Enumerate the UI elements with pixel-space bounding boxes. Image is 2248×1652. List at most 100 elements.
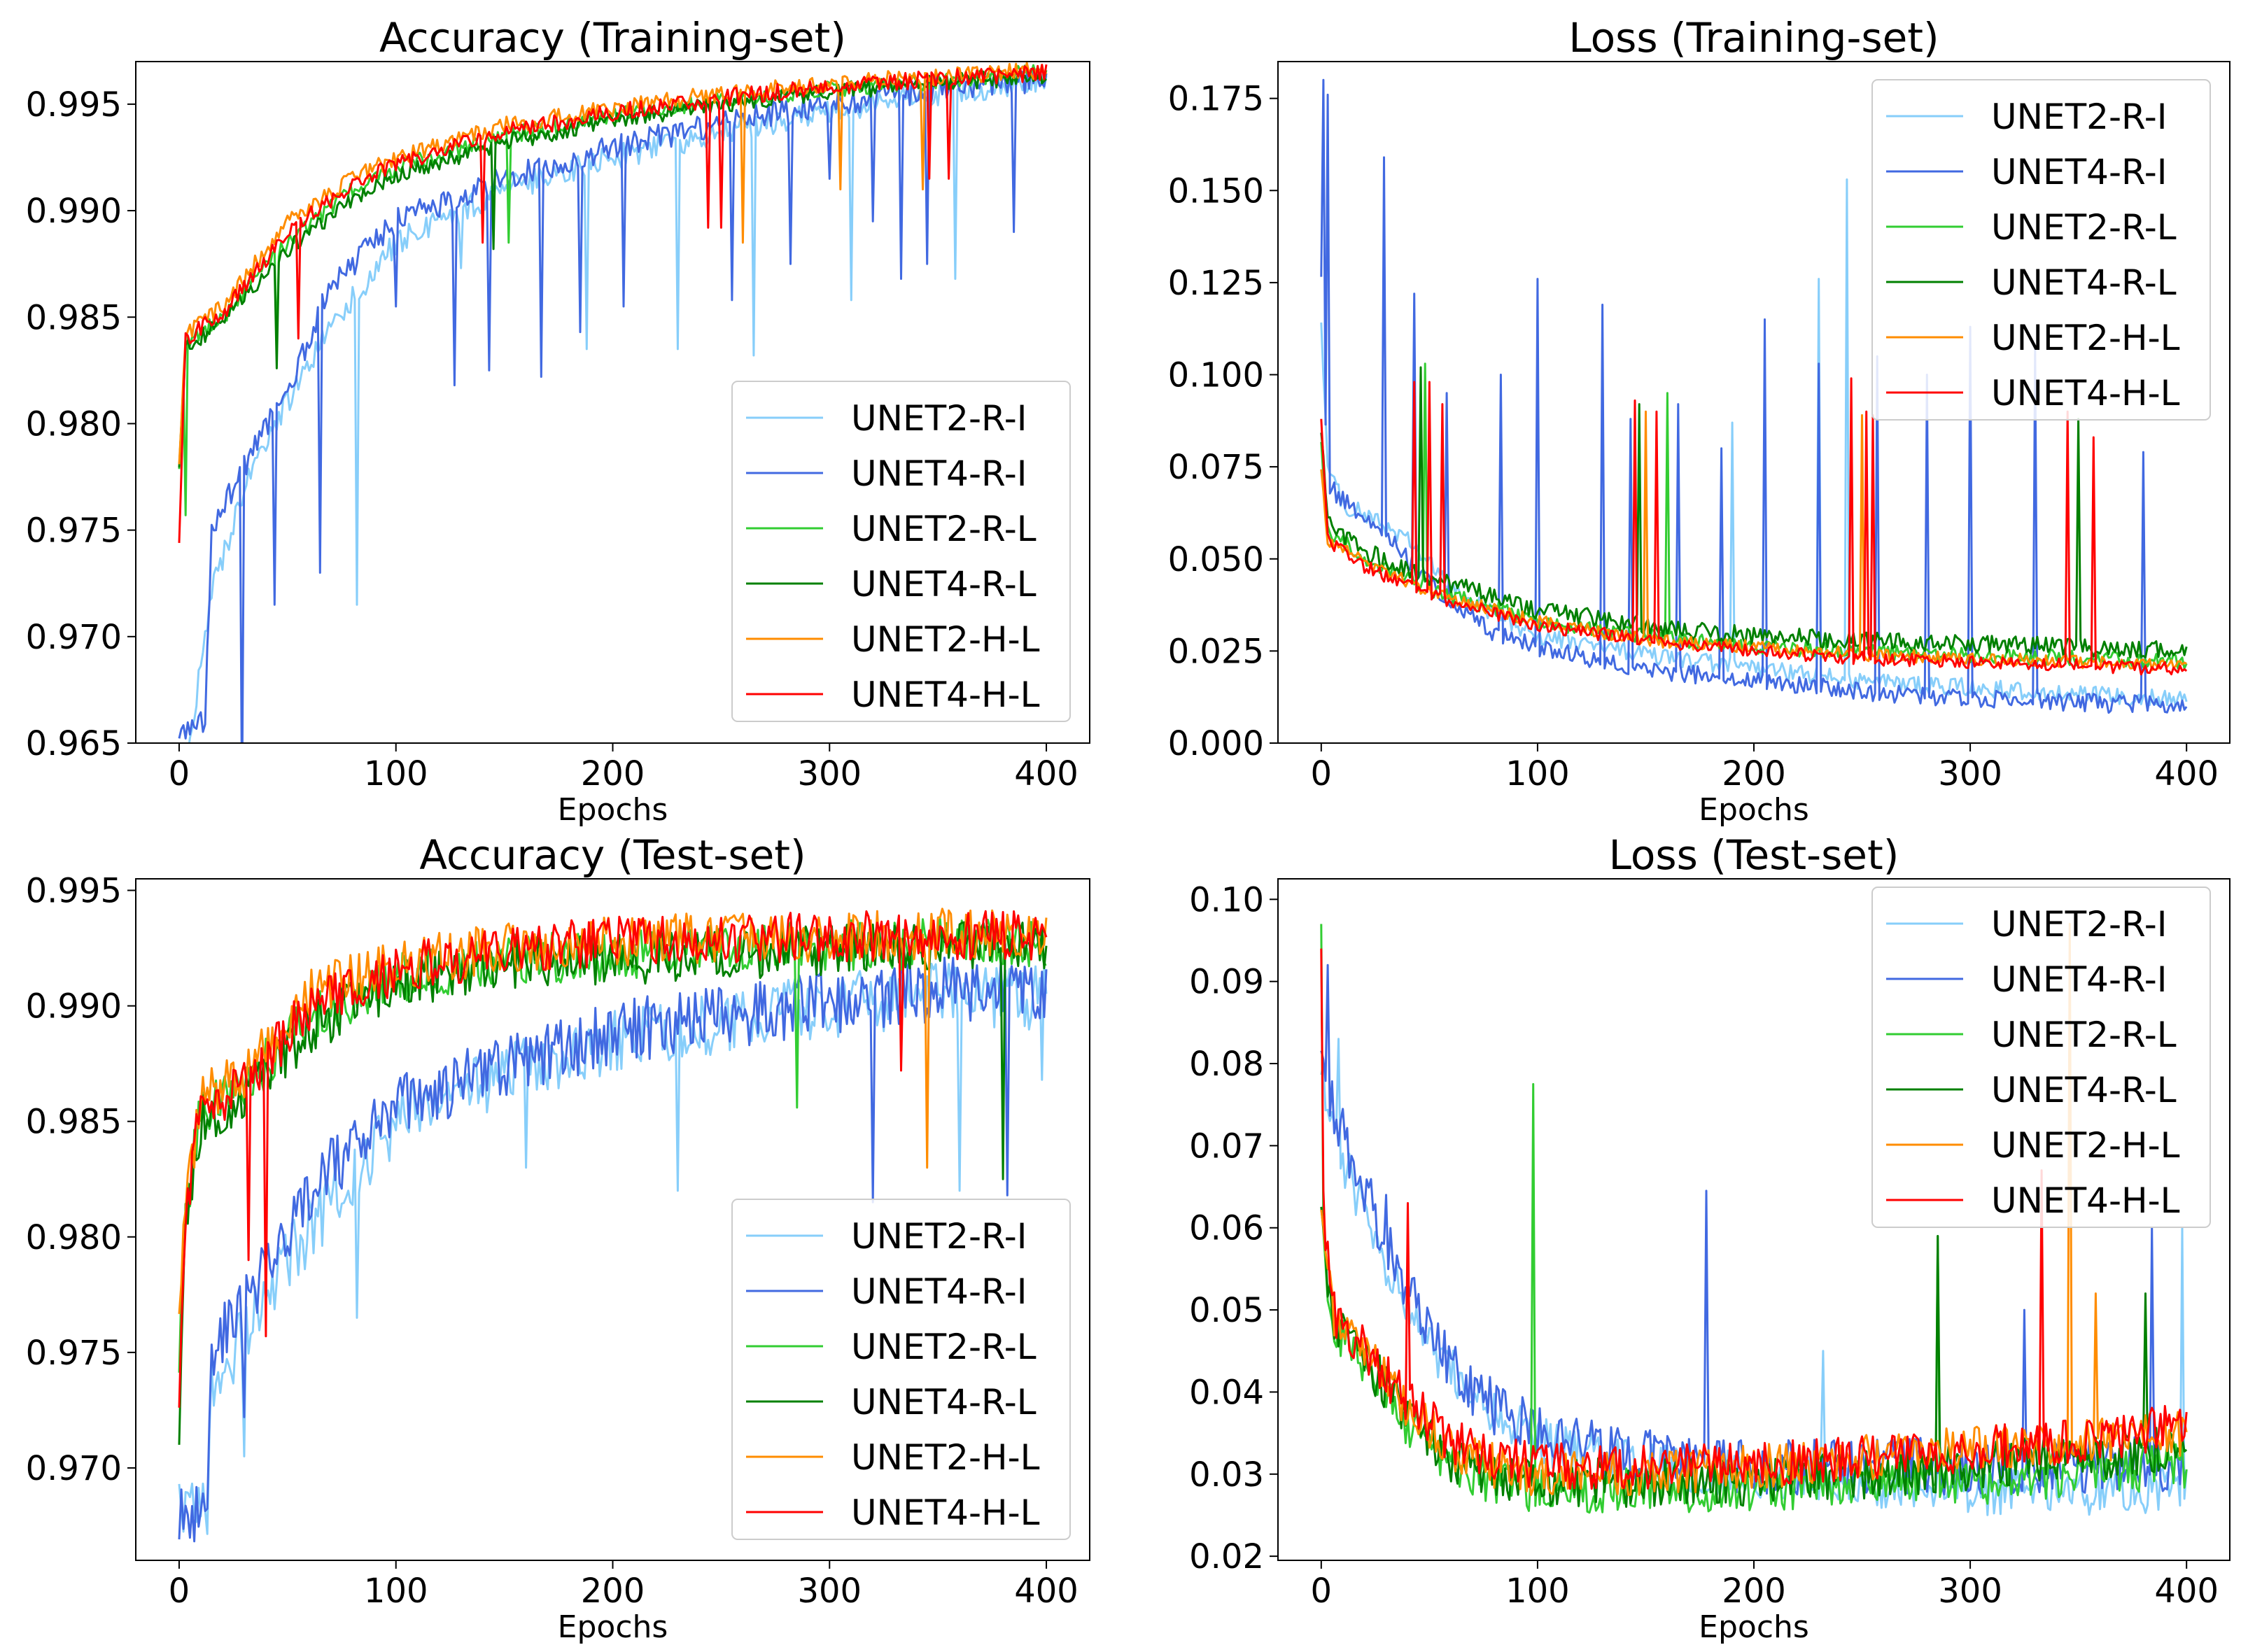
series-line-unet4-h-l: [1320, 377, 2188, 676]
x-tick-label: 0: [169, 754, 190, 793]
legend-label: UNET4-H-L: [851, 1492, 1040, 1533]
legend-frame: [1871, 887, 2211, 1228]
y-tick-label: 0.050: [1168, 540, 1264, 579]
x-tick-label: 300: [1938, 1572, 2002, 1611]
legend-label: UNET2-R-I: [851, 1216, 1027, 1257]
legend-label: UNET2-R-L: [851, 509, 1037, 549]
series-line-unet4-r-i: [1320, 78, 2188, 714]
legend: UNET2-R-I UNET4-R-I UNET2-R-L UNET4-R-L UNET…: [731, 1199, 1071, 1540]
x-tick-label: 200: [581, 1572, 645, 1611]
y-tick-label: 0.09: [1189, 963, 1264, 1002]
legend-label: UNET4-H-L: [1991, 373, 2180, 414]
legend-frame: [731, 1199, 1071, 1540]
series-line-unet2-h-l: [1320, 923, 2188, 1497]
y-tick-label: 0.03: [1189, 1455, 1264, 1495]
y-tick-label: 0.175: [1168, 80, 1264, 119]
x-tick-label: 0: [1311, 754, 1333, 793]
legend-label: UNET2-R-L: [1991, 207, 2177, 248]
legend-label: UNET2-R-L: [1991, 1015, 2177, 1055]
chart-loss-train: 0 100 200 300 400 0.000 0.025 0.050 0.075 0.100 0.…: [1168, 14, 2231, 828]
x-axis-label: Epochs: [1699, 1609, 1809, 1645]
series-line-unet4-r-i: [178, 68, 1048, 743]
y-tick-label: 0.970: [26, 618, 122, 657]
legend-label: UNET4-R-I: [1991, 152, 2168, 192]
x-tick-label: 200: [1722, 754, 1786, 793]
x-tick-label: 100: [364, 1572, 428, 1611]
y-tick-label: 0.975: [26, 511, 122, 551]
series-group: [1320, 78, 2188, 714]
legend-label: UNET4-R-I: [851, 1271, 1027, 1312]
y-tick-label: 0.990: [26, 192, 122, 231]
legend: UNET2-R-I UNET4-R-I UNET2-R-L UNET4-R-L UNET…: [1871, 887, 2211, 1228]
chart-title: Loss (Test-set): [1609, 831, 1899, 879]
series-line-unet4-r-i: [1320, 963, 2188, 1496]
legend-frame: [1871, 79, 2211, 421]
chart-loss-test: 0 100 200 300 400 0.02 0.03 0.04 0.05 0.06 0.07 0.0…: [1189, 831, 2231, 1645]
y-tick-label: 0.980: [26, 1218, 122, 1257]
x-axis-label: Epochs: [558, 792, 668, 828]
x-tick-label: 200: [581, 754, 645, 793]
series-line-unet4-h-l: [1320, 948, 2188, 1490]
legend-label: UNET4-R-I: [1991, 959, 2168, 1000]
series-group: [178, 62, 1048, 743]
series-line-unet4-h-l: [178, 64, 1048, 543]
legend-label: UNET4-R-I: [851, 453, 1027, 494]
legend-label: UNET4-R-L: [1991, 1070, 2177, 1110]
chart-title: Accuracy (Test-set): [419, 831, 806, 879]
legend-label: UNET4-R-L: [851, 1382, 1037, 1422]
y-tick-label: 0.995: [26, 872, 122, 911]
y-tick-label: 0.07: [1189, 1127, 1264, 1166]
legend-label: UNET4-R-L: [1991, 262, 2177, 303]
x-tick-label: 300: [1938, 754, 2002, 793]
y-tick-label: 0.10: [1189, 880, 1264, 919]
series-line-unet2-r-l: [178, 915, 1047, 1373]
series-line-unet4-h-l: [178, 910, 1048, 1408]
y-tick-label: 0.02: [1189, 1537, 1264, 1576]
legend-frame: [731, 381, 1071, 722]
y-tick-label: 0.995: [26, 85, 122, 125]
y-tick-label: 0.08: [1189, 1045, 1264, 1084]
x-tick-label: 200: [1722, 1572, 1786, 1611]
x-tick-label: 300: [797, 1572, 862, 1611]
legend-label: UNET2-H-L: [851, 619, 1040, 660]
x-tick-label: 400: [1014, 1572, 1079, 1611]
y-tick-label: 0.05: [1189, 1291, 1264, 1330]
legend-label: UNET2-H-L: [1991, 1125, 2180, 1166]
chart-acc-test: 0 100 200 300 400 0.970 0.975 0.980 0.985 0.990 0.…: [26, 831, 1090, 1645]
x-tick-label: 0: [169, 1572, 190, 1611]
chart-title: Accuracy (Training-set): [379, 14, 846, 62]
x-tick-label: 400: [2154, 1572, 2219, 1611]
series-line-unet4-r-l: [1320, 366, 2188, 659]
legend-label: UNET2-R-I: [1991, 904, 2168, 945]
series-line-unet2-r-i: [188, 69, 1048, 743]
legend-label: UNET2-H-L: [1991, 318, 2180, 358]
x-axis-label: Epochs: [558, 1609, 668, 1645]
y-tick-label: 0.985: [26, 1103, 122, 1142]
y-tick-label: 0.970: [26, 1449, 122, 1488]
legend: UNET2-R-I UNET4-R-I UNET2-R-L UNET4-R-L UNET…: [731, 381, 1071, 722]
x-tick-label: 400: [2154, 754, 2219, 793]
x-tick-label: 300: [797, 754, 862, 793]
y-tick-label: 0.06: [1189, 1209, 1264, 1248]
legend-label: UNET2-R-I: [851, 398, 1027, 439]
y-tick-label: 0.980: [26, 404, 122, 444]
x-tick-label: 100: [1505, 1572, 1570, 1611]
legend: UNET2-R-I UNET4-R-I UNET2-R-L UNET4-R-L UNET…: [1871, 79, 2211, 421]
y-tick-label: 0.990: [26, 987, 122, 1026]
legend-label: UNET4-H-L: [1991, 1180, 2180, 1221]
y-tick-label: 0.000: [1168, 724, 1264, 763]
y-tick-label: 0.100: [1168, 356, 1264, 395]
series-line-unet2-h-l: [178, 62, 1048, 465]
y-tick-label: 0.125: [1168, 264, 1264, 303]
y-tick-label: 0.150: [1168, 171, 1264, 211]
y-tick-label: 0.965: [26, 724, 122, 763]
y-tick-label: 0.075: [1168, 448, 1264, 487]
legend-label: UNET2-R-L: [851, 1327, 1037, 1367]
y-tick-label: 0.025: [1168, 632, 1264, 671]
y-tick-label: 0.04: [1189, 1373, 1264, 1412]
y-tick-label: 0.985: [26, 298, 122, 337]
x-tick-label: 100: [1505, 754, 1570, 793]
legend-label: UNET2-R-I: [1991, 97, 2168, 137]
legend-label: UNET2-H-L: [851, 1437, 1040, 1478]
